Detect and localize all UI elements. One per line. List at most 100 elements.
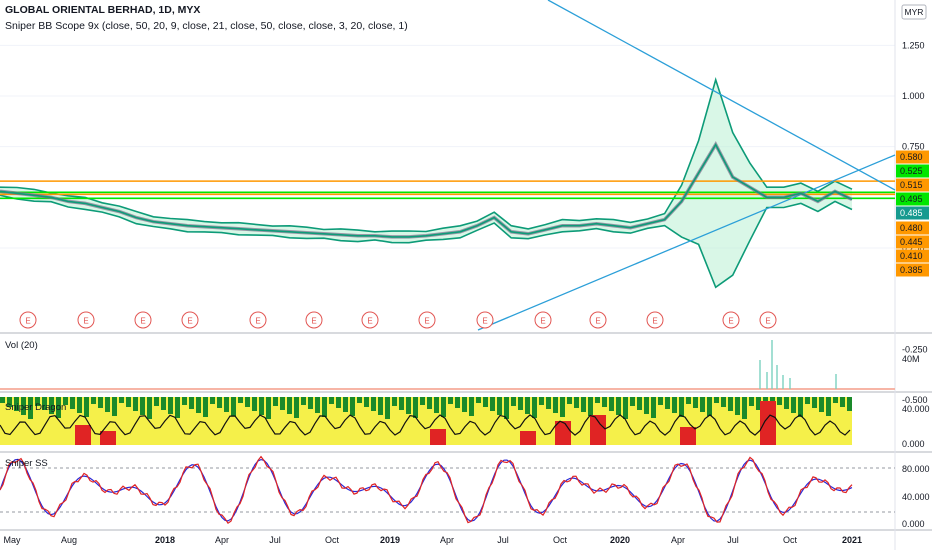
dragon-green-bar [217,397,222,408]
volume-label: Vol (20) [5,340,38,351]
dragon-green-bar [21,397,26,415]
dragon-tick-40: 40.000 [902,404,930,414]
dragon-green-bar [658,397,663,405]
dragon-green-bar [350,397,355,416]
earnings-marker-circle [134,311,152,329]
trendline-ascending [477,154,896,331]
earnings-marker-circle [181,311,199,329]
currency-badge[interactable]: MYR [905,7,924,17]
dragon-green-bar [518,397,523,410]
dragon-green-bar [77,397,82,413]
dragon-green-bar [119,397,124,403]
dragon-green-bar [812,397,817,408]
price-level-badge-label: 0.495 [900,194,923,204]
dragon-green-bar [203,397,208,417]
dragon-green-bar [182,397,187,405]
earnings-marker-circle [534,311,552,329]
dragon-green-bar [63,397,68,405]
dragon-green-bar [308,397,313,409]
dragon-green-bar [224,397,229,412]
dragon-green-bar [294,397,299,418]
trendline-descending [547,0,896,191]
dragon-green-bar [693,397,698,408]
dragon-green-bar [644,397,649,414]
dragon-green-bar [728,397,733,411]
dragon-green-bar [826,397,831,416]
dragon-green-bar [238,397,243,403]
dragon-green-bar [483,397,488,407]
price-level-badge [896,206,929,220]
dragon-green-bar [231,397,236,416]
dragon-green-bar [161,397,166,410]
price-line [0,142,853,238]
y-tick-label: -0.250 [902,344,928,354]
earnings-marker-label: E [540,317,545,326]
volume-pane [0,340,895,390]
dragon-green-bar [105,397,110,412]
earnings-marker-circle [249,311,267,329]
dragon-red-bar [75,425,91,445]
dragon-green-bar [189,397,194,409]
dragon-red-bar [590,415,606,445]
dragon-green-bar [602,397,607,407]
dragon-green-bar [686,397,691,404]
dragon-green-bar [91,397,96,404]
dragon-green-bar [7,397,12,407]
earnings-marker-label: E [424,317,429,326]
price-level-badge [896,221,929,235]
dragon-green-bar [140,397,145,415]
earnings-marker-circle [759,311,777,329]
earnings-marker-label: E [652,317,657,326]
dragon-green-bar [259,397,264,415]
dragon-green-bar [847,397,852,411]
earnings-marker-label: E [187,317,192,326]
dragon-green-bar [742,397,747,419]
dragon-green-bar [448,397,453,404]
earnings-marker-label: E [25,317,30,326]
price-level-badge [896,150,929,164]
dragon-green-bar [245,397,250,407]
dragon-green-bar [840,397,845,407]
dragon-green-bar [266,397,271,419]
x-tick-label: Jul [269,535,281,545]
earnings-marker-label: E [482,317,487,326]
dragon-green-bar [371,397,376,411]
dragon-green-bar [679,397,684,417]
dragon-green-bar [616,397,621,415]
dragon-green-bar [455,397,460,408]
currency-badge-box[interactable] [901,4,927,20]
bollinger-bands [0,77,853,289]
earnings-marker-circle [646,311,664,329]
dragon-green-bar [84,397,89,417]
dragon-green-bar [427,397,432,409]
price-level-badges: 0.580 0.525 0.515 0.495 0.485 0.480 0.445 0.410… [896,150,929,277]
dragon-green-bar [672,397,677,413]
price-level-badge-label: 0.385 [900,265,923,275]
dragon-green-bar [357,397,362,403]
dragon-green-bar [721,397,726,407]
dragon-line [0,414,851,436]
dragon-green-bar [805,397,810,404]
earnings-marker-label: E [83,317,88,326]
dragon-green-bar [406,397,411,414]
dragon-green-bar [175,397,180,418]
price-level-badge [896,192,929,206]
x-tick-label: 2021 [842,535,862,545]
dragon-green-bar [700,397,705,412]
x-tick-label: Oct [553,535,568,545]
ss-label: Sniper SS [5,458,48,469]
dragon-green-bar [56,397,61,418]
ss-tick-40: 40.000 [902,492,930,502]
sniper-ss-pane [0,455,895,525]
dragon-green-bar [434,397,439,413]
dragon-green-bar [196,397,201,413]
dragon-green-bar [784,397,789,409]
x-tick-label: Apr [440,535,454,545]
price-level-badge-label: 0.485 [900,208,923,218]
dragon-green-bar [791,397,796,413]
dragon-green-bar [301,397,306,405]
x-tick-label: Aug [61,535,77,545]
price-level-badge [896,249,929,263]
dragon-green-bar [126,397,131,407]
